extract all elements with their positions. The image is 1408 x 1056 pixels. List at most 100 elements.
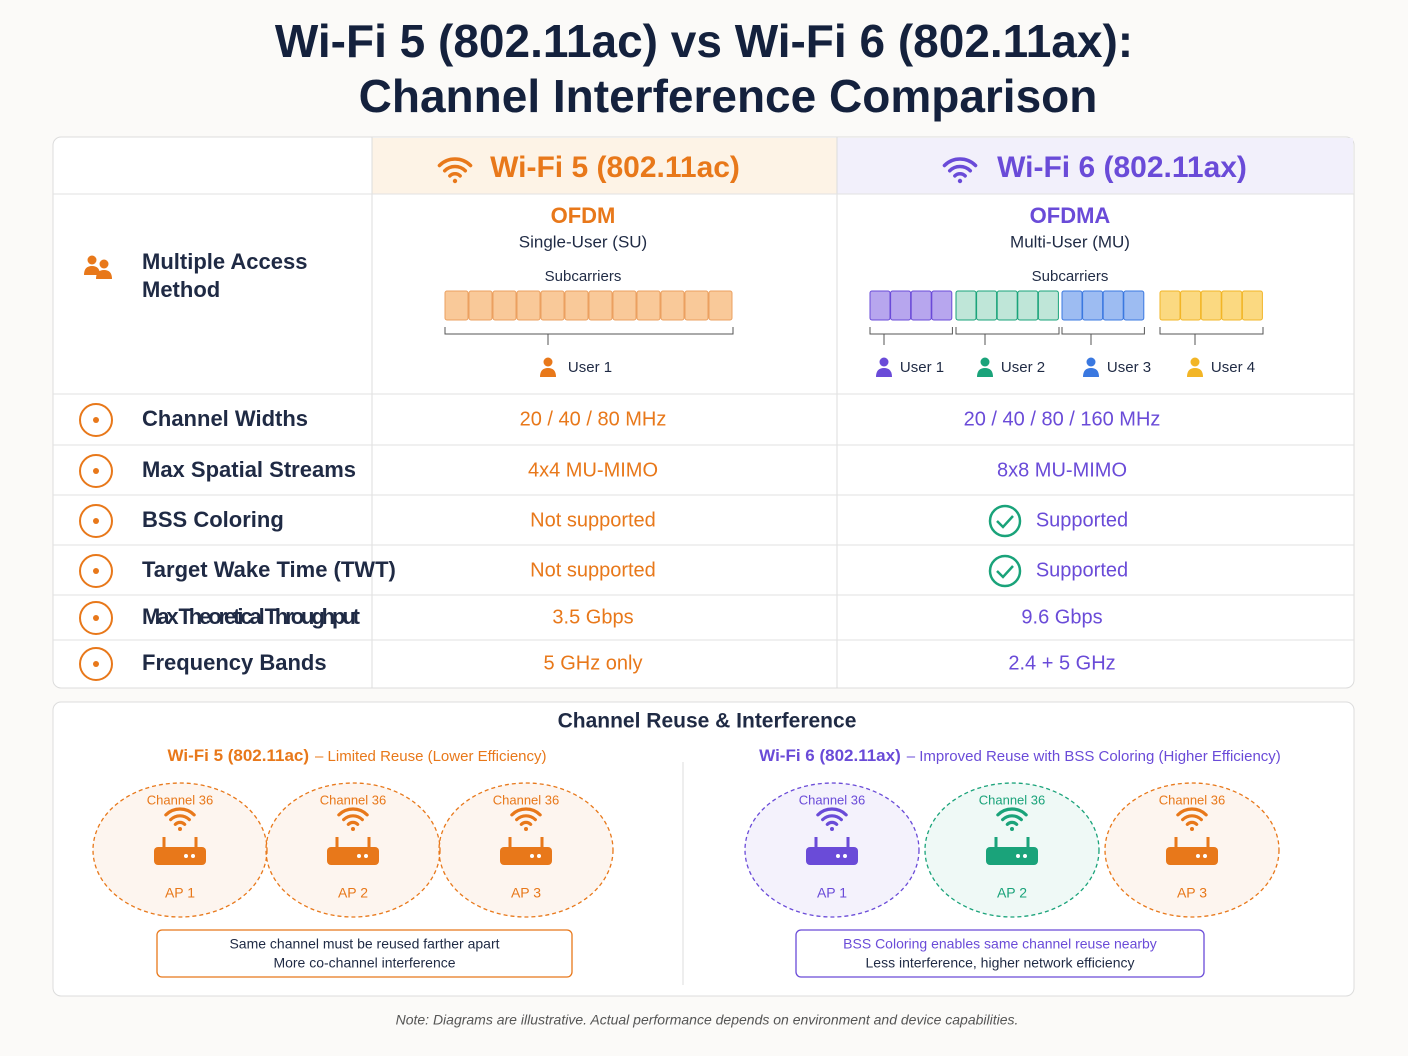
router-led (184, 854, 188, 858)
cell-value: 20 / 40 / 80 MHz (520, 408, 667, 430)
router-led (1023, 854, 1027, 858)
router-body (327, 847, 379, 865)
heading-strong: Wi-Fi 6 (802.11ax) (759, 746, 901, 765)
cell-value: 9.6 Gbps (1021, 606, 1102, 628)
router-led (836, 854, 840, 858)
wifi-arc (1176, 807, 1208, 817)
router-led (843, 854, 847, 858)
wifi-arc (337, 807, 369, 817)
wifi-icon (942, 157, 978, 184)
cell-value: Not supported (530, 509, 656, 531)
wifi-dot (1010, 827, 1014, 831)
subcarrier (1221, 290, 1243, 321)
row-label: Multiple Access Method (142, 249, 308, 302)
user-body (1083, 368, 1099, 377)
row-icon-dot (93, 417, 99, 423)
wifi-arc (821, 814, 843, 822)
wifi-dot (178, 827, 182, 831)
bracket (869, 327, 953, 345)
router-body (500, 847, 552, 865)
wifi-dot (524, 827, 528, 831)
reuse-heading: Wi-Fi 5 (802.11ac) – Limited Reuse (Lower… (167, 746, 546, 765)
subcarrier (1037, 290, 1059, 321)
user-icon (84, 255, 100, 275)
wifi-arc (996, 807, 1028, 817)
router-led (530, 854, 534, 858)
wifi-dot (452, 178, 458, 184)
subcarriers-label: Subcarriers (545, 268, 622, 285)
row-icon (79, 601, 113, 635)
router-body (1166, 847, 1218, 865)
mode: Multi-User (MU) (1010, 232, 1130, 251)
column-header: Wi-Fi 5 (802.11ac) (490, 151, 740, 184)
row-icon (79, 554, 113, 588)
row-label: BSS Coloring (142, 507, 284, 532)
router-icon (327, 837, 379, 865)
wifi-arc (1185, 820, 1199, 826)
subcarrier (931, 290, 953, 321)
channel-label: Channel 36 (1159, 792, 1226, 807)
user-body (1187, 368, 1203, 377)
router-body (154, 847, 206, 865)
row-icon (79, 403, 113, 437)
user-icon (1083, 357, 1099, 377)
cell-value: 20 / 40 / 80 / 160 MHz (964, 408, 1161, 430)
reuse-heading: Wi-Fi 6 (802.11ax) – Improved Reuse with … (759, 746, 1281, 765)
method: OFDMA (1030, 203, 1111, 228)
subcarrier (636, 290, 661, 321)
wifi-arc (346, 820, 360, 826)
router-led (357, 854, 361, 858)
reuse-title: Channel Reuse & Interference (558, 710, 857, 733)
cell-value: Supported (1036, 509, 1128, 531)
row-icon-dot (93, 518, 99, 524)
bracket (444, 327, 734, 345)
cell-value: Supported (1036, 559, 1128, 581)
cell-value: Not supported (530, 559, 656, 581)
wifi-dot (957, 178, 963, 184)
mode: Single-User (SU) (519, 232, 647, 251)
wifi-dot (1190, 827, 1194, 831)
subcarrier (1061, 290, 1083, 321)
wifi-arc (448, 171, 462, 178)
wifi-arc (947, 164, 973, 173)
router-led (1203, 854, 1207, 858)
ap-label: AP 2 (997, 885, 1027, 901)
user-icon (96, 259, 112, 279)
wifi-arc (953, 171, 967, 178)
reuse-note: Same channel must be reused farther apar… (229, 936, 499, 952)
ap-label: AP 3 (1177, 885, 1207, 901)
subcarrier (444, 290, 469, 321)
user-head (87, 255, 97, 265)
subcarrier (890, 290, 912, 321)
user-head (1086, 357, 1096, 367)
router-body (806, 847, 858, 865)
channel-label: Channel 36 (147, 792, 214, 807)
cell-value: 3.5 Gbps (552, 606, 633, 628)
user-head (980, 357, 990, 367)
router-icon (1166, 837, 1218, 865)
user-head (543, 357, 553, 367)
wifi-arc (169, 814, 191, 822)
wifi-arc (164, 807, 196, 817)
subcarrier (708, 290, 733, 321)
wifi-icon (1176, 807, 1208, 831)
column-header: Wi-Fi 6 (802.11ax) (997, 151, 1247, 184)
subcarrier (1200, 290, 1222, 321)
wifi-arc (173, 820, 187, 826)
access-label-box: Multiple Access Method (142, 249, 308, 302)
cell-value: 8x8 MU-MIMO (997, 459, 1127, 481)
user-body (84, 266, 100, 275)
wifi-icon (337, 807, 369, 831)
wifi-arc (437, 157, 473, 168)
wifi-dot (830, 827, 834, 831)
wifi-dot (351, 827, 355, 831)
check-mark (996, 515, 1014, 529)
user-body (977, 368, 993, 377)
channel-label: Channel 36 (979, 792, 1046, 807)
subcarrier (1180, 290, 1202, 321)
wifi-arc (825, 820, 839, 826)
title-line: Channel Interference Comparison (359, 70, 1098, 122)
reuse-note-box (795, 929, 1205, 978)
row-label: Frequency Bands (142, 650, 327, 675)
